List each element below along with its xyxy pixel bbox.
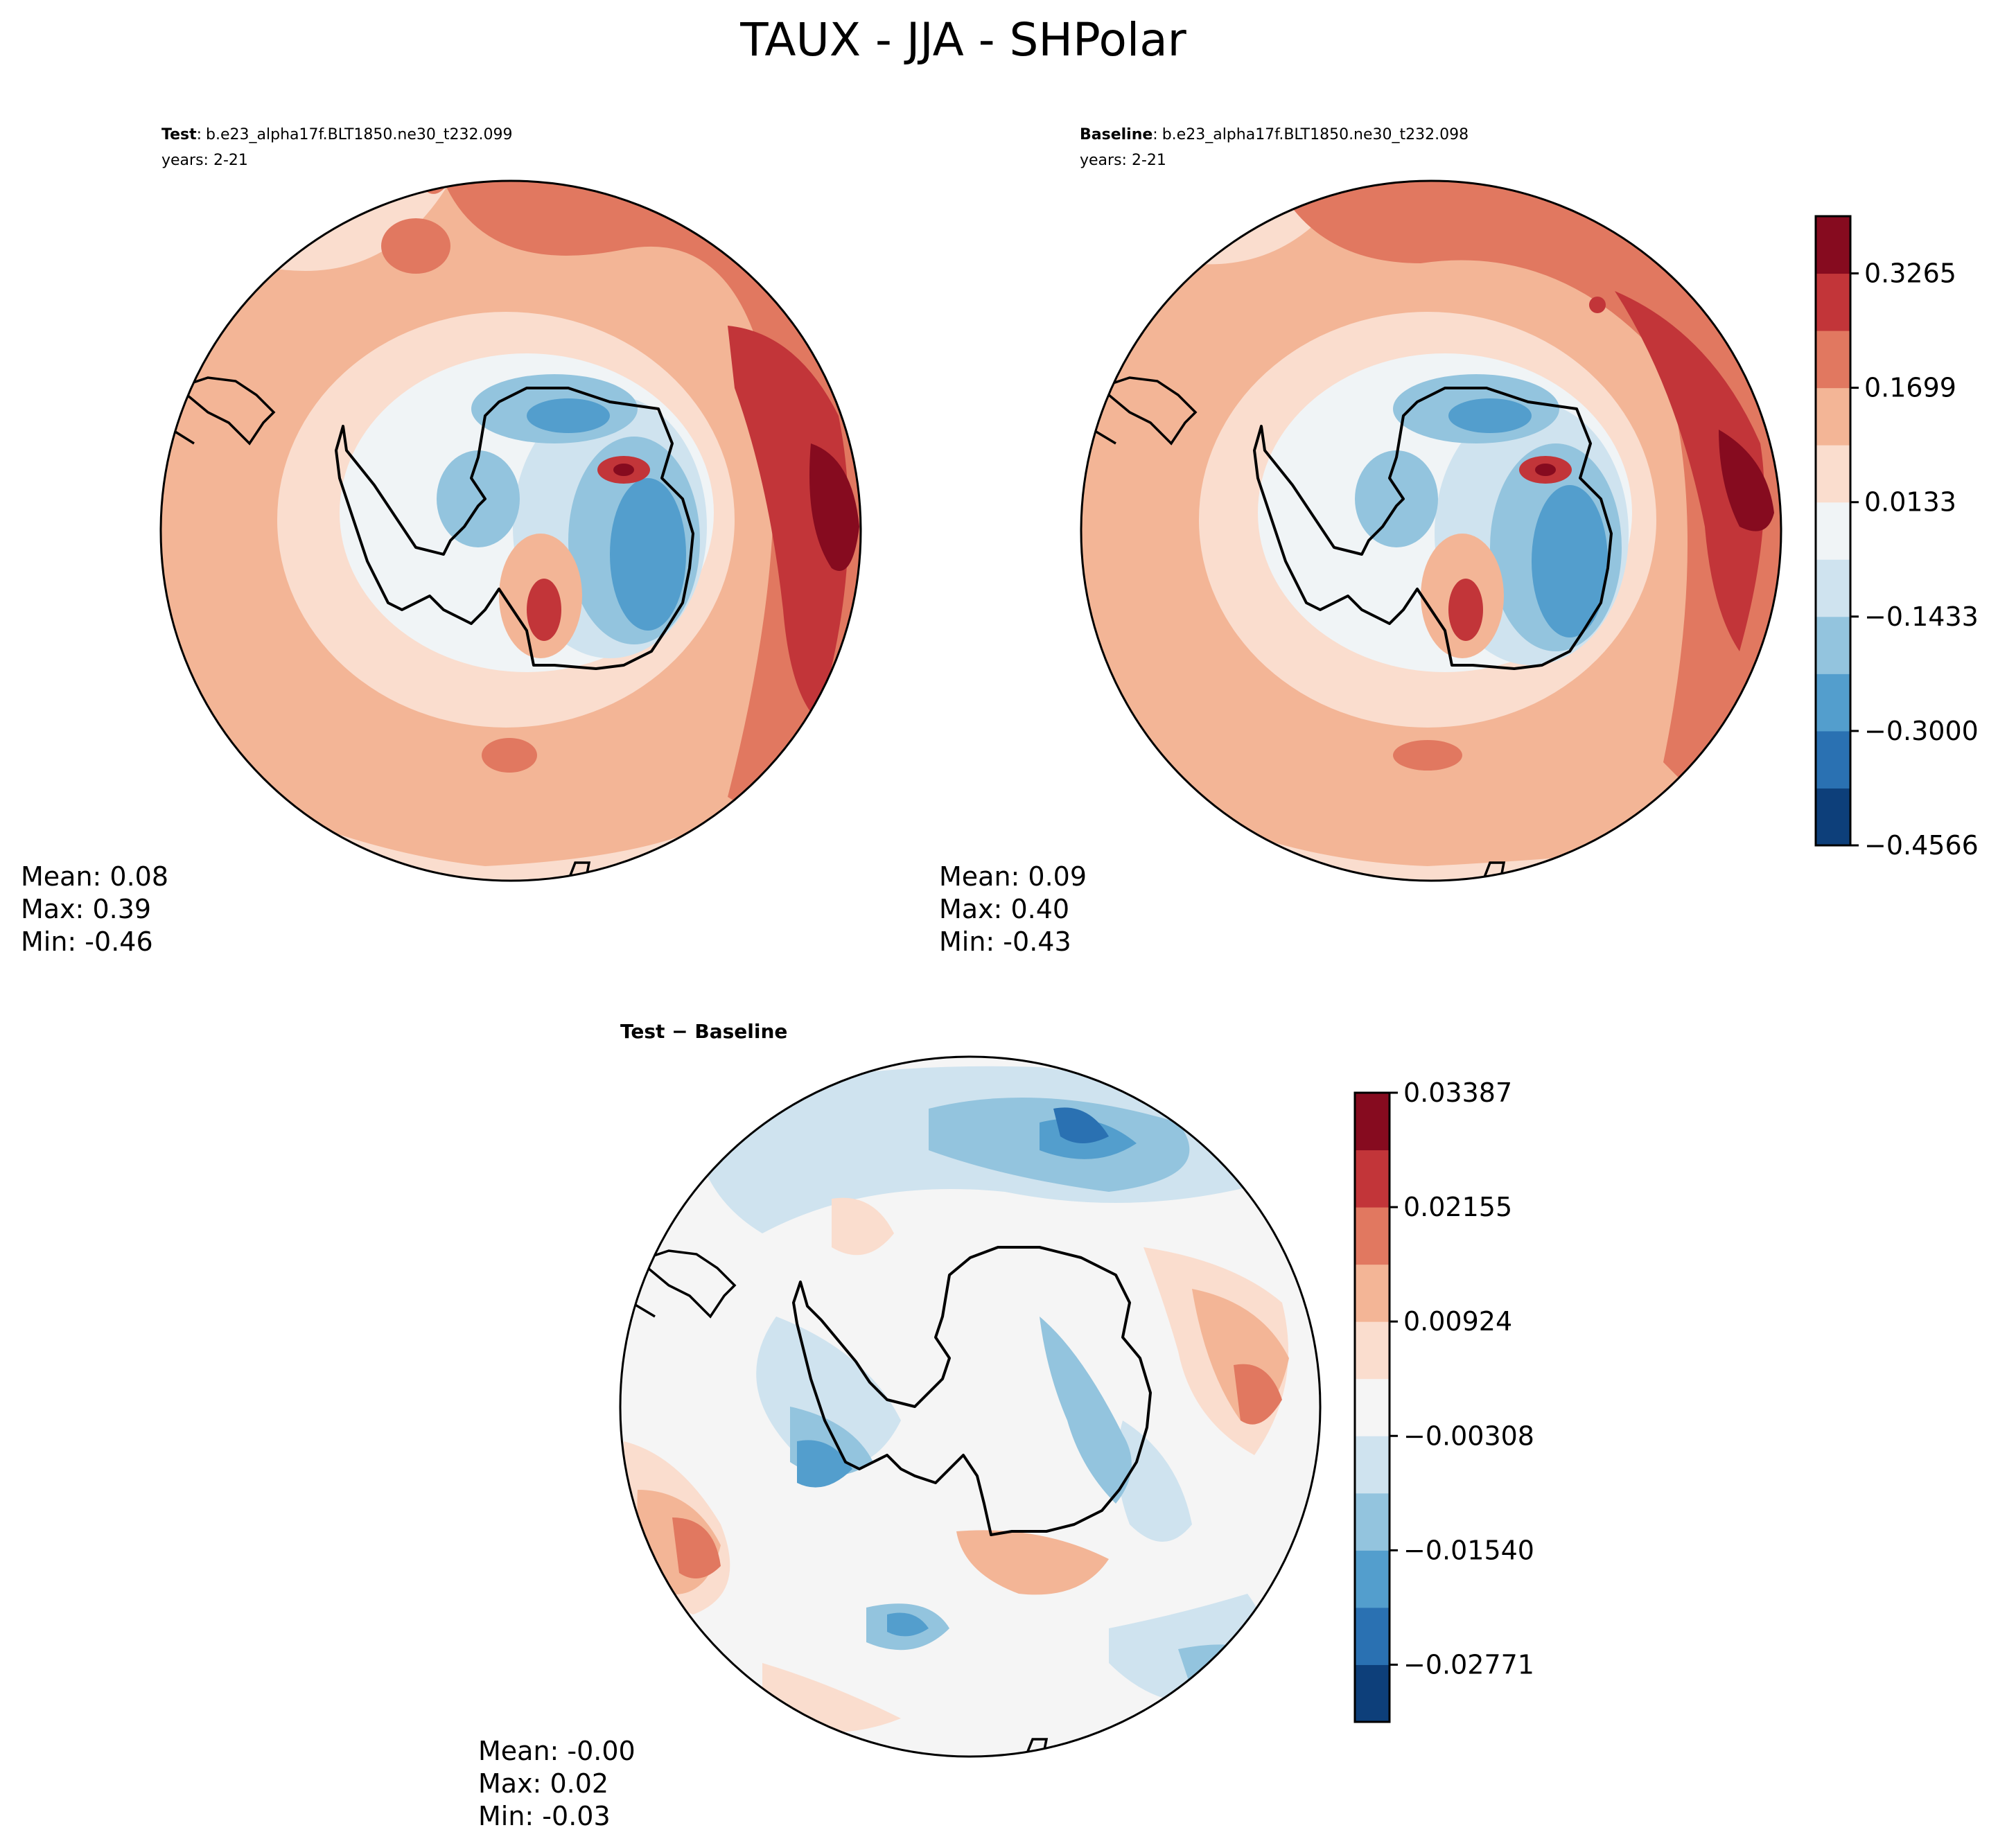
test-map-border	[159, 179, 862, 882]
colorbar-diff-swatch	[1355, 1664, 1390, 1723]
colorbar-diff-tick-label: 0.03387	[1403, 1077, 1512, 1108]
colorbar-main-swatch	[1816, 216, 1850, 274]
diff-mean: Mean: -0.00	[478, 1736, 636, 1766]
colorbar-diff-swatch	[1355, 1607, 1390, 1665]
colorbar-main-swatch	[1816, 788, 1850, 846]
colorbar-diff-swatch	[1355, 1493, 1390, 1551]
colorbar-diff-swatch	[1355, 1436, 1390, 1494]
baseline-label: Baseline	[1080, 126, 1153, 143]
test-panel: Test: b.e23_alpha17f.BLT1850.ne30_t232.09…	[21, 126, 862, 957]
colorbar-main-swatch	[1816, 273, 1850, 331]
colorbar-diff-swatch	[1355, 1264, 1390, 1322]
colorbar-main-frame	[1814, 215, 1852, 847]
figure-title: TAUX - JJA - SHPolar	[739, 13, 1186, 67]
colorbar-main-swatch	[1816, 502, 1850, 560]
test-case-name: b.e23_alpha17f.BLT1850.ne30_t232.099	[206, 126, 512, 143]
colorbar-main-swatch	[1816, 445, 1850, 503]
colorbar-main-swatch	[1816, 616, 1850, 674]
test-label: Test	[161, 126, 197, 143]
baseline-years: years: 2-21	[1080, 152, 1166, 169]
colorbar-main-tick-label: −0.3000	[1864, 716, 1979, 746]
colorbar-diff-tick-label: 0.02155	[1403, 1192, 1512, 1222]
baseline-case-name: b.e23_alpha17f.BLT1850.ne30_t232.098	[1162, 126, 1469, 143]
colorbar-main-swatch	[1816, 559, 1850, 617]
test-label-sep: :	[197, 126, 202, 143]
colorbar-diff-swatch	[1355, 1321, 1390, 1380]
colorbar-main-tick-label: 0.1699	[1864, 373, 1956, 403]
diff-panel: Test − Baseline	[478, 1020, 1322, 1831]
baseline-min: Min: -0.43	[939, 926, 1071, 957]
colorbar-diff-frame	[1353, 1091, 1391, 1723]
diff-map-border	[619, 1055, 1322, 1758]
colorbar-main-swatch	[1816, 387, 1850, 446]
colorbar-main-swatch	[1816, 674, 1850, 732]
baseline-header: Baseline: b.e23_alpha17f.BLT1850.ne30_t23…	[1080, 126, 1469, 143]
test-mean: Mean: 0.08	[21, 861, 168, 892]
diff-map	[620, 1057, 1320, 1757]
colorbar-diff-tick-label: 0.00924	[1403, 1306, 1512, 1337]
colorbar-main-tick-label: −0.1433	[1864, 601, 1979, 632]
colorbar-main: 0.3265 0.1699 0.0133 −0.1433 −0.3000 −0.4566	[1814, 215, 1979, 861]
colorbar-diff-tick-label: −0.02771	[1403, 1649, 1534, 1680]
test-header: Test: b.e23_alpha17f.BLT1850.ne30_t232.09…	[161, 126, 512, 143]
test-max: Max: 0.39	[21, 894, 151, 924]
baseline-max: Max: 0.40	[939, 894, 1069, 924]
diff-max: Max: 0.02	[478, 1768, 608, 1799]
colorbar-main-swatch	[1816, 331, 1850, 389]
test-years: years: 2-21	[161, 152, 248, 169]
colorbar-main-swatch	[1816, 730, 1850, 789]
colorbar-diff-swatch	[1355, 1378, 1390, 1436]
colorbar-diff-swatch	[1355, 1550, 1390, 1608]
colorbar-diff-tick-label: −0.00308	[1403, 1420, 1534, 1451]
colorbar-diff-swatch	[1355, 1150, 1390, 1208]
test-min: Min: -0.46	[21, 926, 153, 957]
colorbar-main-tick-label: 0.0133	[1864, 487, 1956, 518]
colorbar-diff: 0.03387 0.02155 0.00924 −0.00308 −0.01540 −0.…	[1353, 1077, 1534, 1723]
test-map	[161, 181, 861, 881]
baseline-panel: Baseline: b.e23_alpha17f.BLT1850.ne30_t23…	[939, 126, 1782, 957]
diff-label: Test − Baseline	[620, 1020, 787, 1043]
colorbar-diff-swatch	[1355, 1093, 1390, 1151]
baseline-map	[1081, 181, 1781, 881]
baseline-mean: Mean: 0.09	[939, 861, 1087, 892]
colorbar-diff-swatch	[1355, 1207, 1390, 1265]
colorbar-main-tick-label: 0.3265	[1864, 258, 1956, 289]
baseline-label-sep: :	[1153, 126, 1157, 143]
baseline-map-border	[1080, 179, 1782, 882]
diff-min: Min: -0.03	[478, 1801, 611, 1831]
colorbar-main-tick-label: −0.4566	[1864, 830, 1979, 861]
colorbar-diff-tick-label: −0.01540	[1403, 1535, 1534, 1565]
